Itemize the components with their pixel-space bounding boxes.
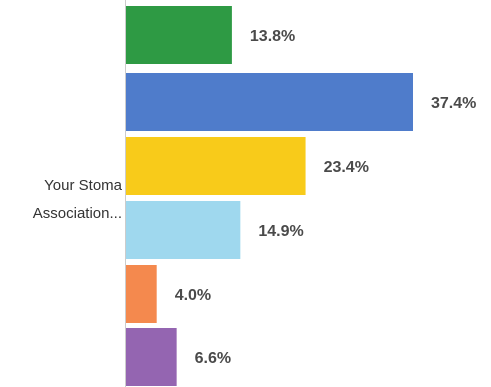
bar-1 bbox=[126, 6, 232, 64]
bar-3 bbox=[126, 137, 306, 195]
bar-6 bbox=[126, 328, 177, 386]
value-label-2: 37.4% bbox=[431, 95, 476, 112]
bar-2 bbox=[126, 73, 413, 131]
value-label-1: 13.8% bbox=[250, 28, 295, 45]
value-labels-group: 13.8% 37.4% 23.4% 14.9% 4.0% 6.6% bbox=[175, 28, 477, 367]
bars-group bbox=[126, 6, 413, 386]
value-label-5: 4.0% bbox=[175, 287, 211, 304]
category-label-line-1: Your Stoma bbox=[44, 177, 122, 194]
value-label-4: 14.9% bbox=[258, 223, 303, 240]
bar-5 bbox=[126, 265, 157, 323]
value-label-6: 6.6% bbox=[195, 350, 231, 367]
category-label-line-2: Association... bbox=[33, 205, 122, 222]
bar-4 bbox=[126, 201, 241, 259]
value-label-3: 23.4% bbox=[324, 159, 369, 176]
